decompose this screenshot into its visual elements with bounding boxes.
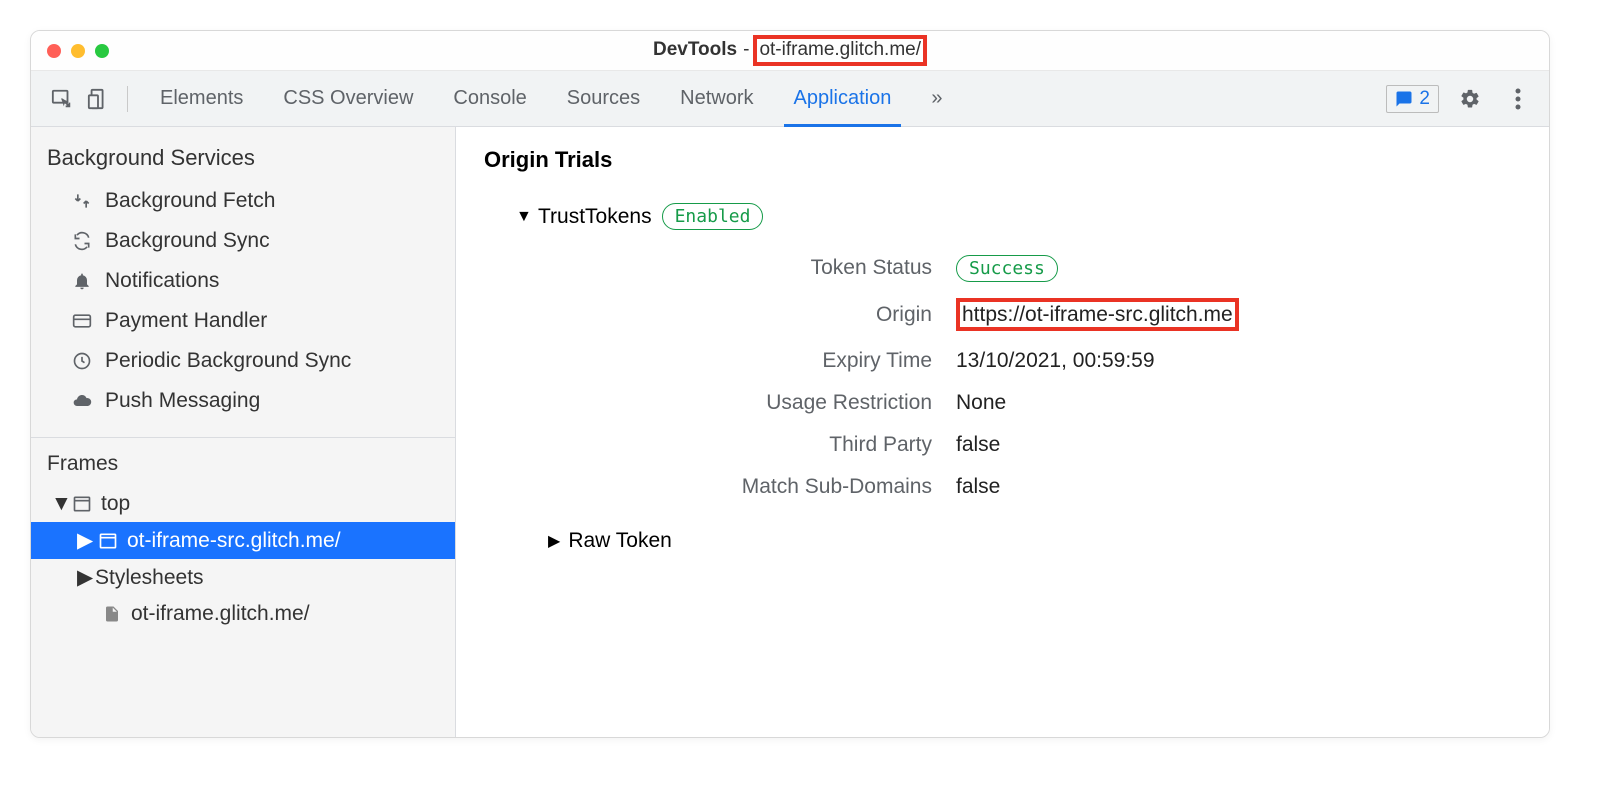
- kv-row-usage: Usage Restriction None: [516, 391, 1521, 415]
- tab-label: Elements: [160, 87, 243, 110]
- frame-label: Stylesheets: [95, 566, 204, 590]
- tab-label: Sources: [567, 87, 640, 110]
- kv-key: Origin: [516, 303, 956, 327]
- kv-value: false: [956, 433, 1000, 457]
- overflow-glyph: »: [931, 87, 942, 110]
- traffic-lights: [47, 44, 109, 58]
- messages-count: 2: [1419, 88, 1430, 110]
- panel-body: Background Services Background Fetch Bac…: [31, 127, 1549, 737]
- clock-icon: [71, 350, 93, 372]
- chevron-down-icon: ▼: [51, 492, 65, 516]
- tab-elements[interactable]: Elements: [140, 71, 263, 127]
- frame-tree-document[interactable]: ot-iframe.glitch.me/: [31, 596, 455, 632]
- tab-application[interactable]: Application: [774, 71, 912, 127]
- trial-name: TrustTokens: [538, 205, 652, 229]
- fetch-icon: [71, 190, 93, 212]
- sidebar-label: Background Sync: [105, 229, 270, 253]
- token-status-pill: Success: [956, 255, 1058, 282]
- frame-label: ot-iframe.glitch.me/: [131, 602, 310, 626]
- tab-sources[interactable]: Sources: [547, 71, 660, 127]
- kv-row-origin: Origin https://ot-iframe-src.glitch.me: [516, 298, 1521, 331]
- window-title: DevTools - ot-iframe.glitch.me/: [653, 35, 927, 66]
- trial-details-table: Token Status Success Origin https://ot-i…: [516, 256, 1521, 499]
- inspect-element-icon[interactable]: [45, 82, 79, 116]
- kv-row-subdomains: Match Sub-Domains false: [516, 475, 1521, 499]
- kv-key: Expiry Time: [516, 349, 956, 373]
- device-toggle-icon[interactable]: [81, 82, 115, 116]
- sidebar-item-bg-fetch[interactable]: Background Fetch: [31, 181, 455, 221]
- raw-token-label: Raw Token: [568, 529, 672, 553]
- kv-key: Third Party: [516, 433, 956, 457]
- chevron-right-icon: ▶: [548, 531, 560, 551]
- credit-card-icon: [71, 310, 93, 332]
- sidebar-label: Push Messaging: [105, 389, 260, 413]
- frame-tree-iframe[interactable]: ▶ ot-iframe-src.glitch.me/: [31, 522, 455, 559]
- tab-label: Network: [680, 87, 753, 110]
- kv-value: false: [956, 475, 1000, 499]
- tab-label: CSS Overview: [283, 87, 413, 110]
- close-traffic-light[interactable]: [47, 44, 61, 58]
- title-url-highlight: ot-iframe.glitch.me/: [753, 35, 927, 66]
- window-icon: [71, 493, 93, 515]
- sidebar-item-push-messaging[interactable]: Push Messaging: [31, 381, 455, 421]
- kv-value: None: [956, 391, 1006, 415]
- sidebar-label: Notifications: [105, 269, 219, 293]
- frame-label: ot-iframe-src.glitch.me/: [127, 529, 341, 553]
- origin-trials-title: Origin Trials: [484, 147, 1521, 173]
- tab-label: Application: [794, 87, 892, 110]
- document-icon: [101, 603, 123, 625]
- messages-badge[interactable]: 2: [1386, 85, 1439, 113]
- origin-value-highlight: https://ot-iframe-src.glitch.me: [956, 298, 1239, 331]
- kv-key: Match Sub-Domains: [516, 475, 956, 499]
- tab-network[interactable]: Network: [660, 71, 773, 127]
- devtools-window: DevTools - ot-iframe.glitch.me/ Elements…: [30, 30, 1550, 738]
- sidebar-item-bg-sync[interactable]: Background Sync: [31, 221, 455, 261]
- sidebar-label: Payment Handler: [105, 309, 267, 333]
- kv-row-third-party: Third Party false: [516, 433, 1521, 457]
- frame-tree-stylesheets[interactable]: ▶ Stylesheets: [31, 559, 455, 596]
- tabs-overflow[interactable]: »: [911, 71, 962, 127]
- trial-status-pill: Enabled: [662, 203, 764, 230]
- toolbar-right: 2: [1386, 82, 1535, 116]
- kv-value: 13/10/2021, 00:59:59: [956, 349, 1155, 373]
- zoom-traffic-light[interactable]: [95, 44, 109, 58]
- frame-label: top: [101, 492, 130, 516]
- bell-icon: [71, 270, 93, 292]
- sidebar-label: Background Fetch: [105, 189, 275, 213]
- tab-label: Console: [453, 87, 526, 110]
- sidebar-item-payment-handler[interactable]: Payment Handler: [31, 301, 455, 341]
- devtools-toolbar: Elements CSS Overview Console Sources Ne…: [31, 71, 1549, 127]
- sidebar-group-bg-services: Background Services: [31, 127, 455, 181]
- sync-icon: [71, 230, 93, 252]
- raw-token-row[interactable]: ▶ Raw Token: [548, 529, 1521, 553]
- trial-row[interactable]: ▼ TrustTokens Enabled: [516, 203, 1521, 230]
- cloud-icon: [71, 390, 93, 412]
- chevron-right-icon: ▶: [77, 528, 91, 553]
- panel-tabs: Elements CSS Overview Console Sources Ne…: [140, 71, 1384, 127]
- frame-tree-top[interactable]: ▼ top: [31, 486, 455, 522]
- title-prefix: DevTools: [653, 39, 737, 61]
- title-separator: -: [743, 39, 749, 61]
- application-sidebar: Background Services Background Fetch Bac…: [31, 127, 456, 737]
- tab-css-overview[interactable]: CSS Overview: [263, 71, 433, 127]
- kv-key: Token Status: [516, 256, 956, 280]
- tab-console[interactable]: Console: [433, 71, 546, 127]
- kv-row-expiry: Expiry Time 13/10/2021, 00:59:59: [516, 349, 1521, 373]
- sidebar-label: Periodic Background Sync: [105, 349, 351, 373]
- sidebar-item-notifications[interactable]: Notifications: [31, 261, 455, 301]
- sidebar-group-frames: Frames: [31, 438, 455, 486]
- chevron-right-icon: ▶: [77, 565, 91, 590]
- sidebar-item-periodic-sync[interactable]: Periodic Background Sync: [31, 341, 455, 381]
- main-panel: Origin Trials ▼ TrustTokens Enabled Toke…: [456, 127, 1549, 737]
- kv-key: Usage Restriction: [516, 391, 956, 415]
- minimize-traffic-light[interactable]: [71, 44, 85, 58]
- toolbar-divider: [127, 86, 128, 112]
- titlebar: DevTools - ot-iframe.glitch.me/: [31, 31, 1549, 71]
- chevron-down-icon: ▼: [516, 208, 532, 226]
- settings-gear-icon[interactable]: [1453, 82, 1487, 116]
- kv-row-token-status: Token Status Success: [516, 256, 1521, 280]
- more-menu-icon[interactable]: [1501, 82, 1535, 116]
- frame-icon: [97, 530, 119, 552]
